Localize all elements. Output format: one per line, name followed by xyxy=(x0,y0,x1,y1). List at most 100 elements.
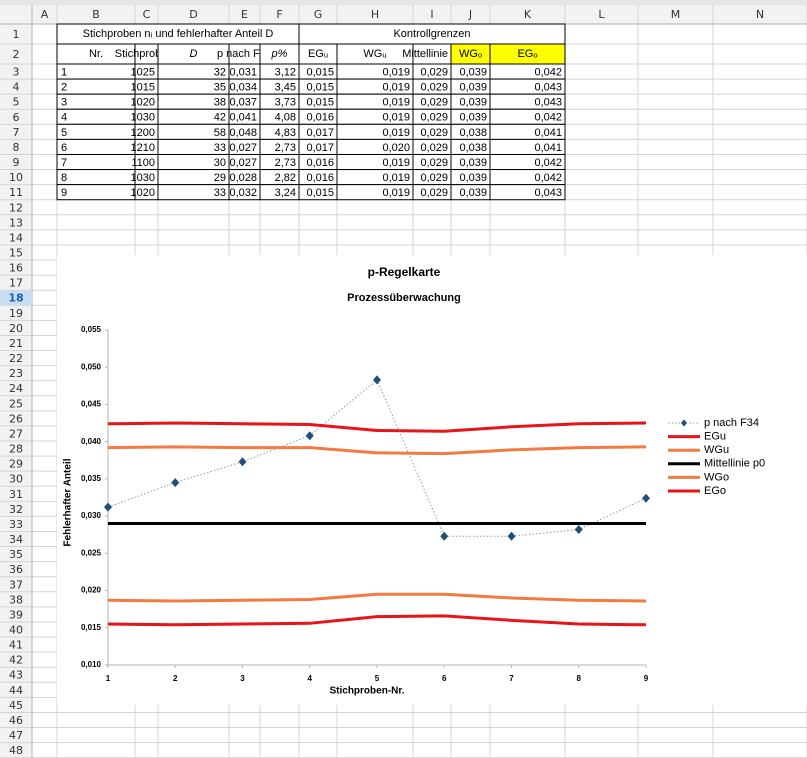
cell-text: 0,038 xyxy=(459,127,487,139)
cell-text: 0,015 xyxy=(306,66,334,78)
chart-subtitle: Prozessüberwachung xyxy=(347,292,461,304)
cell-text: 1025 xyxy=(131,66,155,78)
row-header: 29 xyxy=(9,458,23,471)
column-header: K xyxy=(524,8,532,21)
table-cell xyxy=(56,184,136,201)
x-tick-label: 7 xyxy=(509,674,514,683)
tab-strip xyxy=(0,0,807,5)
cell-text: 3 xyxy=(61,97,67,109)
row-header: 18 xyxy=(8,292,23,305)
cell-text: 0,029 xyxy=(420,112,448,124)
row-header: 22 xyxy=(9,352,23,365)
x-tick-label: 6 xyxy=(442,674,447,683)
x-tick-label: 2 xyxy=(173,674,178,683)
table-cell xyxy=(56,123,136,140)
row-header: 8 xyxy=(13,141,20,154)
chart-title: p-Regelkarte xyxy=(368,265,441,279)
cell-text: 0,029 xyxy=(420,172,448,184)
y-axis-title: Fehlerhafter Anteil xyxy=(63,458,74,546)
row-header: 35 xyxy=(9,548,23,561)
table-cell xyxy=(56,78,136,95)
column-header: B xyxy=(92,8,100,21)
legend-label: WGo xyxy=(704,471,729,483)
row-header: 17 xyxy=(9,277,23,290)
header-text: WGₒ xyxy=(459,48,482,60)
y-tick-label: 0,040 xyxy=(81,437,102,446)
y-tick-label: 0,015 xyxy=(81,623,102,632)
row-header: 13 xyxy=(9,216,23,229)
row-header: 31 xyxy=(9,488,23,501)
cell-text: 0,039 xyxy=(459,187,487,199)
header-text: Mittellinie p₀ xyxy=(402,48,462,60)
cell-text: 0,019 xyxy=(382,97,410,109)
y-tick-label: 0,035 xyxy=(81,474,102,483)
cell-text: 0,020 xyxy=(382,142,410,154)
table-cell xyxy=(489,184,566,201)
cell-text: 1015 xyxy=(131,82,155,94)
row-header: 7 xyxy=(13,126,20,139)
cell-text: 35 xyxy=(214,82,226,94)
row-header: 3 xyxy=(13,66,20,79)
row-header: 45 xyxy=(9,699,23,712)
data-point xyxy=(238,457,247,467)
table-title: Stichproben nᵢ und fehlerhafter Anteil D xyxy=(83,28,274,40)
cell-text: 0,039 xyxy=(459,97,487,109)
chart-area xyxy=(57,255,807,705)
cell-text: 0,019 xyxy=(382,187,410,199)
y-tick-label: 0,050 xyxy=(81,362,102,371)
cell-text: 3,45 xyxy=(275,82,296,94)
cell-text: 0,019 xyxy=(382,66,410,78)
row-header: 25 xyxy=(9,397,23,410)
cell-text: 0,038 xyxy=(459,142,487,154)
cell-text: 0,029 xyxy=(420,142,448,154)
x-tick-label: 3 xyxy=(240,674,245,683)
cell-text: 5 xyxy=(61,127,67,139)
cell-text: 0,029 xyxy=(420,127,448,139)
data-point xyxy=(305,431,314,441)
header-text: D xyxy=(190,48,198,60)
cell-text: 1030 xyxy=(131,172,155,184)
column-header: E xyxy=(241,8,248,21)
cell-text: 0,015 xyxy=(306,187,334,199)
x-axis-title: Stichproben-Nr. xyxy=(329,686,404,697)
cell-text: 0,015 xyxy=(306,97,334,109)
legend-label: EGu xyxy=(704,431,726,443)
cell-text: 1210 xyxy=(131,142,155,154)
row-header: 48 xyxy=(9,744,23,757)
cell-text: 1 xyxy=(61,66,67,78)
data-point xyxy=(373,375,381,385)
row-header: 1 xyxy=(13,28,20,41)
cell-text: 0,039 xyxy=(459,82,487,94)
cell-text: 4 xyxy=(61,112,67,124)
column-header: D xyxy=(189,8,197,21)
cell-text: 1100 xyxy=(131,157,155,169)
row-header: 26 xyxy=(9,412,23,425)
legend-label: p nach F34 xyxy=(704,417,759,429)
cell-text: 0,029 xyxy=(420,66,448,78)
cell-text: 0,028 xyxy=(229,172,257,184)
table-cell xyxy=(56,138,136,155)
y-tick-label: 0,020 xyxy=(81,586,102,595)
x-tick-label: 5 xyxy=(375,674,380,683)
cell-text: 4,08 xyxy=(275,112,296,124)
chart: p-Regelkarte Prozessüberwachung Stichprobe… xyxy=(57,255,807,705)
cell-text: 0,029 xyxy=(420,157,448,169)
row-header: 6 xyxy=(13,111,20,124)
row-header: 30 xyxy=(9,473,23,486)
cell-text: 3,12 xyxy=(275,66,296,78)
x-tick-label: 1 xyxy=(106,674,111,683)
row-header: 11 xyxy=(9,186,23,199)
column-header: C xyxy=(143,8,151,21)
cell-text: 0,027 xyxy=(229,157,257,169)
y-tick-label: 0,010 xyxy=(81,660,102,669)
y-tick-label: 0,030 xyxy=(81,511,102,520)
cell-text: 42 xyxy=(214,112,226,124)
column-header: G xyxy=(314,8,323,21)
cell-text: 0,029 xyxy=(420,82,448,94)
column-header: L xyxy=(598,8,605,21)
row-header: 27 xyxy=(9,427,23,440)
data-point xyxy=(104,502,112,512)
cell-text: 0,043 xyxy=(534,82,562,94)
selected-row-header xyxy=(0,290,32,306)
